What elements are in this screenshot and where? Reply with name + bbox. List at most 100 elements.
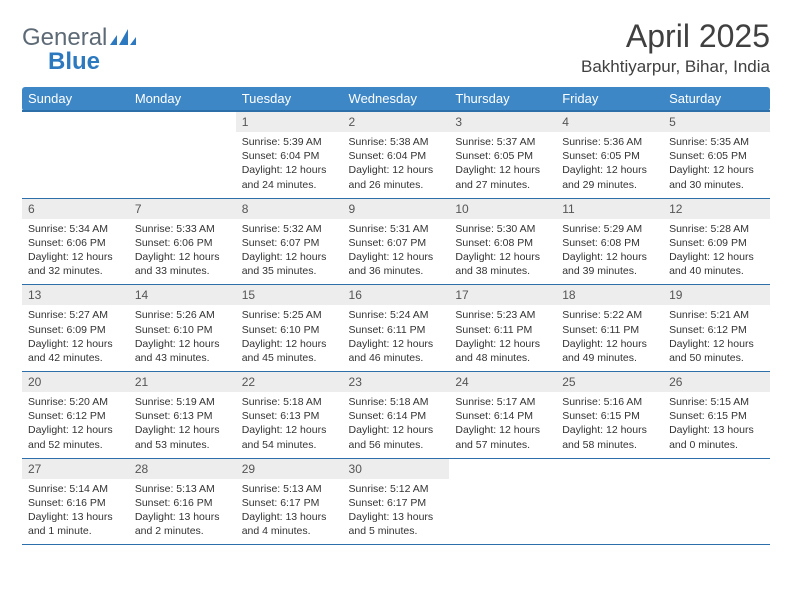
day-content: Sunrise: 5:27 AMSunset: 6:09 PMDaylight:… (22, 305, 129, 371)
calendar-week-row: 20Sunrise: 5:20 AMSunset: 6:12 PMDayligh… (22, 372, 770, 459)
day-detail-line: Sunrise: 5:32 AM (242, 222, 337, 236)
day-detail-line: Daylight: 12 hours and 56 minutes. (349, 423, 444, 451)
day-detail-line: Sunrise: 5:30 AM (455, 222, 550, 236)
day-number: 5 (663, 112, 770, 132)
day-content: Sunrise: 5:15 AMSunset: 6:15 PMDaylight:… (663, 392, 770, 458)
day-detail-line: Daylight: 12 hours and 49 minutes. (562, 337, 657, 365)
day-detail-line: Daylight: 12 hours and 24 minutes. (242, 163, 337, 191)
calendar-day-cell: 15Sunrise: 5:25 AMSunset: 6:10 PMDayligh… (236, 285, 343, 372)
day-detail-line: Sunrise: 5:33 AM (135, 222, 230, 236)
day-detail-line: Sunrise: 5:24 AM (349, 308, 444, 322)
calendar-day-cell (22, 111, 129, 198)
day-number: 21 (129, 372, 236, 392)
calendar-day-cell: 12Sunrise: 5:28 AMSunset: 6:09 PMDayligh… (663, 198, 770, 285)
day-number: 6 (22, 199, 129, 219)
day-content: Sunrise: 5:28 AMSunset: 6:09 PMDaylight:… (663, 219, 770, 285)
day-content: Sunrise: 5:25 AMSunset: 6:10 PMDaylight:… (236, 305, 343, 371)
day-number: 20 (22, 372, 129, 392)
day-detail-line: Daylight: 13 hours and 2 minutes. (135, 510, 230, 538)
header: General Blue April 2025 Bakhtiyarpur, Bi… (22, 18, 770, 77)
day-detail-line: Sunset: 6:11 PM (455, 323, 550, 337)
day-detail-line: Daylight: 12 hours and 57 minutes. (455, 423, 550, 451)
day-number: 22 (236, 372, 343, 392)
day-detail-line: Sunset: 6:08 PM (562, 236, 657, 250)
day-detail-line: Sunset: 6:09 PM (669, 236, 764, 250)
day-number: 18 (556, 285, 663, 305)
day-detail-line: Sunset: 6:11 PM (349, 323, 444, 337)
day-content (129, 132, 236, 190)
day-content (663, 479, 770, 537)
day-detail-line: Daylight: 12 hours and 29 minutes. (562, 163, 657, 191)
calendar-day-cell: 26Sunrise: 5:15 AMSunset: 6:15 PMDayligh… (663, 372, 770, 459)
day-content: Sunrise: 5:23 AMSunset: 6:11 PMDaylight:… (449, 305, 556, 371)
calendar-day-cell: 3Sunrise: 5:37 AMSunset: 6:05 PMDaylight… (449, 111, 556, 198)
day-number: 16 (343, 285, 450, 305)
day-detail-line: Daylight: 13 hours and 5 minutes. (349, 510, 444, 538)
day-content: Sunrise: 5:19 AMSunset: 6:13 PMDaylight:… (129, 392, 236, 458)
day-detail-line: Daylight: 12 hours and 32 minutes. (28, 250, 123, 278)
day-detail-line: Sunrise: 5:12 AM (349, 482, 444, 496)
calendar-week-row: 6Sunrise: 5:34 AMSunset: 6:06 PMDaylight… (22, 198, 770, 285)
calendar-day-cell: 1Sunrise: 5:39 AMSunset: 6:04 PMDaylight… (236, 111, 343, 198)
day-detail-line: Sunrise: 5:37 AM (455, 135, 550, 149)
day-content: Sunrise: 5:17 AMSunset: 6:14 PMDaylight:… (449, 392, 556, 458)
day-number (663, 459, 770, 479)
day-detail-line: Sunrise: 5:35 AM (669, 135, 764, 149)
day-content: Sunrise: 5:21 AMSunset: 6:12 PMDaylight:… (663, 305, 770, 371)
title-block: April 2025 Bakhtiyarpur, Bihar, India (581, 18, 770, 77)
day-number (449, 459, 556, 479)
day-number: 3 (449, 112, 556, 132)
day-content: Sunrise: 5:13 AMSunset: 6:17 PMDaylight:… (236, 479, 343, 545)
calendar-day-cell (663, 458, 770, 545)
calendar-day-cell: 21Sunrise: 5:19 AMSunset: 6:13 PMDayligh… (129, 372, 236, 459)
day-detail-line: Sunset: 6:13 PM (242, 409, 337, 423)
day-number: 12 (663, 199, 770, 219)
calendar-day-cell: 27Sunrise: 5:14 AMSunset: 6:16 PMDayligh… (22, 458, 129, 545)
day-detail-line: Sunrise: 5:39 AM (242, 135, 337, 149)
day-detail-line: Sunrise: 5:28 AM (669, 222, 764, 236)
day-number (22, 112, 129, 132)
day-detail-line: Sunrise: 5:13 AM (242, 482, 337, 496)
calendar-day-cell: 28Sunrise: 5:13 AMSunset: 6:16 PMDayligh… (129, 458, 236, 545)
day-detail-line: Sunset: 6:06 PM (28, 236, 123, 250)
day-detail-line: Sunrise: 5:17 AM (455, 395, 550, 409)
day-detail-line: Sunset: 6:04 PM (242, 149, 337, 163)
logo-text-blue: Blue (48, 48, 100, 76)
day-detail-line: Sunrise: 5:22 AM (562, 308, 657, 322)
day-content: Sunrise: 5:18 AMSunset: 6:14 PMDaylight:… (343, 392, 450, 458)
day-number: 28 (129, 459, 236, 479)
day-content: Sunrise: 5:38 AMSunset: 6:04 PMDaylight:… (343, 132, 450, 198)
day-detail-line: Sunset: 6:05 PM (669, 149, 764, 163)
day-number: 15 (236, 285, 343, 305)
day-content: Sunrise: 5:26 AMSunset: 6:10 PMDaylight:… (129, 305, 236, 371)
calendar-day-cell: 6Sunrise: 5:34 AMSunset: 6:06 PMDaylight… (22, 198, 129, 285)
day-number: 9 (343, 199, 450, 219)
day-detail-line: Daylight: 12 hours and 45 minutes. (242, 337, 337, 365)
calendar-day-cell: 30Sunrise: 5:12 AMSunset: 6:17 PMDayligh… (343, 458, 450, 545)
calendar-day-cell (129, 111, 236, 198)
day-detail-line: Sunset: 6:11 PM (562, 323, 657, 337)
day-number: 11 (556, 199, 663, 219)
day-detail-line: Daylight: 12 hours and 33 minutes. (135, 250, 230, 278)
calendar-day-cell: 4Sunrise: 5:36 AMSunset: 6:05 PMDaylight… (556, 111, 663, 198)
day-detail-line: Sunrise: 5:25 AM (242, 308, 337, 322)
weekday-header: Wednesday (343, 87, 450, 111)
day-detail-line: Daylight: 12 hours and 53 minutes. (135, 423, 230, 451)
day-number: 26 (663, 372, 770, 392)
day-number: 24 (449, 372, 556, 392)
calendar-day-cell: 13Sunrise: 5:27 AMSunset: 6:09 PMDayligh… (22, 285, 129, 372)
day-content: Sunrise: 5:34 AMSunset: 6:06 PMDaylight:… (22, 219, 129, 285)
day-number: 4 (556, 112, 663, 132)
day-detail-line: Sunrise: 5:29 AM (562, 222, 657, 236)
day-detail-line: Sunrise: 5:19 AM (135, 395, 230, 409)
day-number: 25 (556, 372, 663, 392)
day-detail-line: Daylight: 12 hours and 36 minutes. (349, 250, 444, 278)
day-number: 8 (236, 199, 343, 219)
day-number: 30 (343, 459, 450, 479)
weekday-header: Sunday (22, 87, 129, 111)
day-content: Sunrise: 5:14 AMSunset: 6:16 PMDaylight:… (22, 479, 129, 545)
day-content (22, 132, 129, 190)
calendar-day-cell: 9Sunrise: 5:31 AMSunset: 6:07 PMDaylight… (343, 198, 450, 285)
day-detail-line: Daylight: 12 hours and 38 minutes. (455, 250, 550, 278)
day-number: 14 (129, 285, 236, 305)
